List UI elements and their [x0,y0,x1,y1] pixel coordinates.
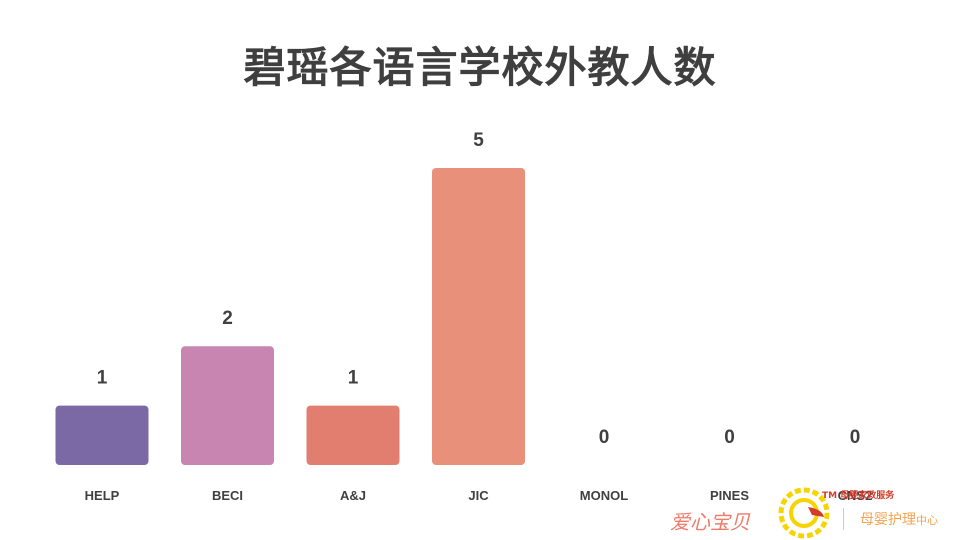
watermark-divider [843,508,844,530]
x-tick-label: PINES [710,488,749,503]
data-label: 1 [348,368,359,389]
chart-title: 碧瑶各语言学校外教人数 [243,43,717,92]
x-tick-label: BECI [212,488,243,503]
data-label: 5 [473,130,484,151]
data-label: 0 [724,427,735,448]
data-label: 2 [222,308,233,329]
bar-aj [306,405,400,465]
watermark-sub-main: 母婴护理 [860,512,916,528]
watermark-sub: 母婴护理中心 [860,509,938,529]
data-label: 0 [850,427,861,448]
bar-jic [432,168,525,465]
bar-help [55,405,149,465]
bar-beci [181,346,274,465]
watermark-sub-small: 中心 [916,514,938,527]
x-tick-label: A&J [340,488,366,503]
watermark-tm: TM 母婴家政服务 [822,491,895,501]
sun-swirl-icon [778,487,830,539]
x-tick-label: MONOL [580,488,628,503]
watermark-brand: 爱心宝贝 [670,510,750,534]
data-label: 1 [97,368,108,389]
x-tick-label: CNS2 [838,488,873,503]
x-tick-label: HELP [85,488,120,503]
x-tick-label: JIC [468,488,489,503]
data-label: 0 [599,427,610,448]
